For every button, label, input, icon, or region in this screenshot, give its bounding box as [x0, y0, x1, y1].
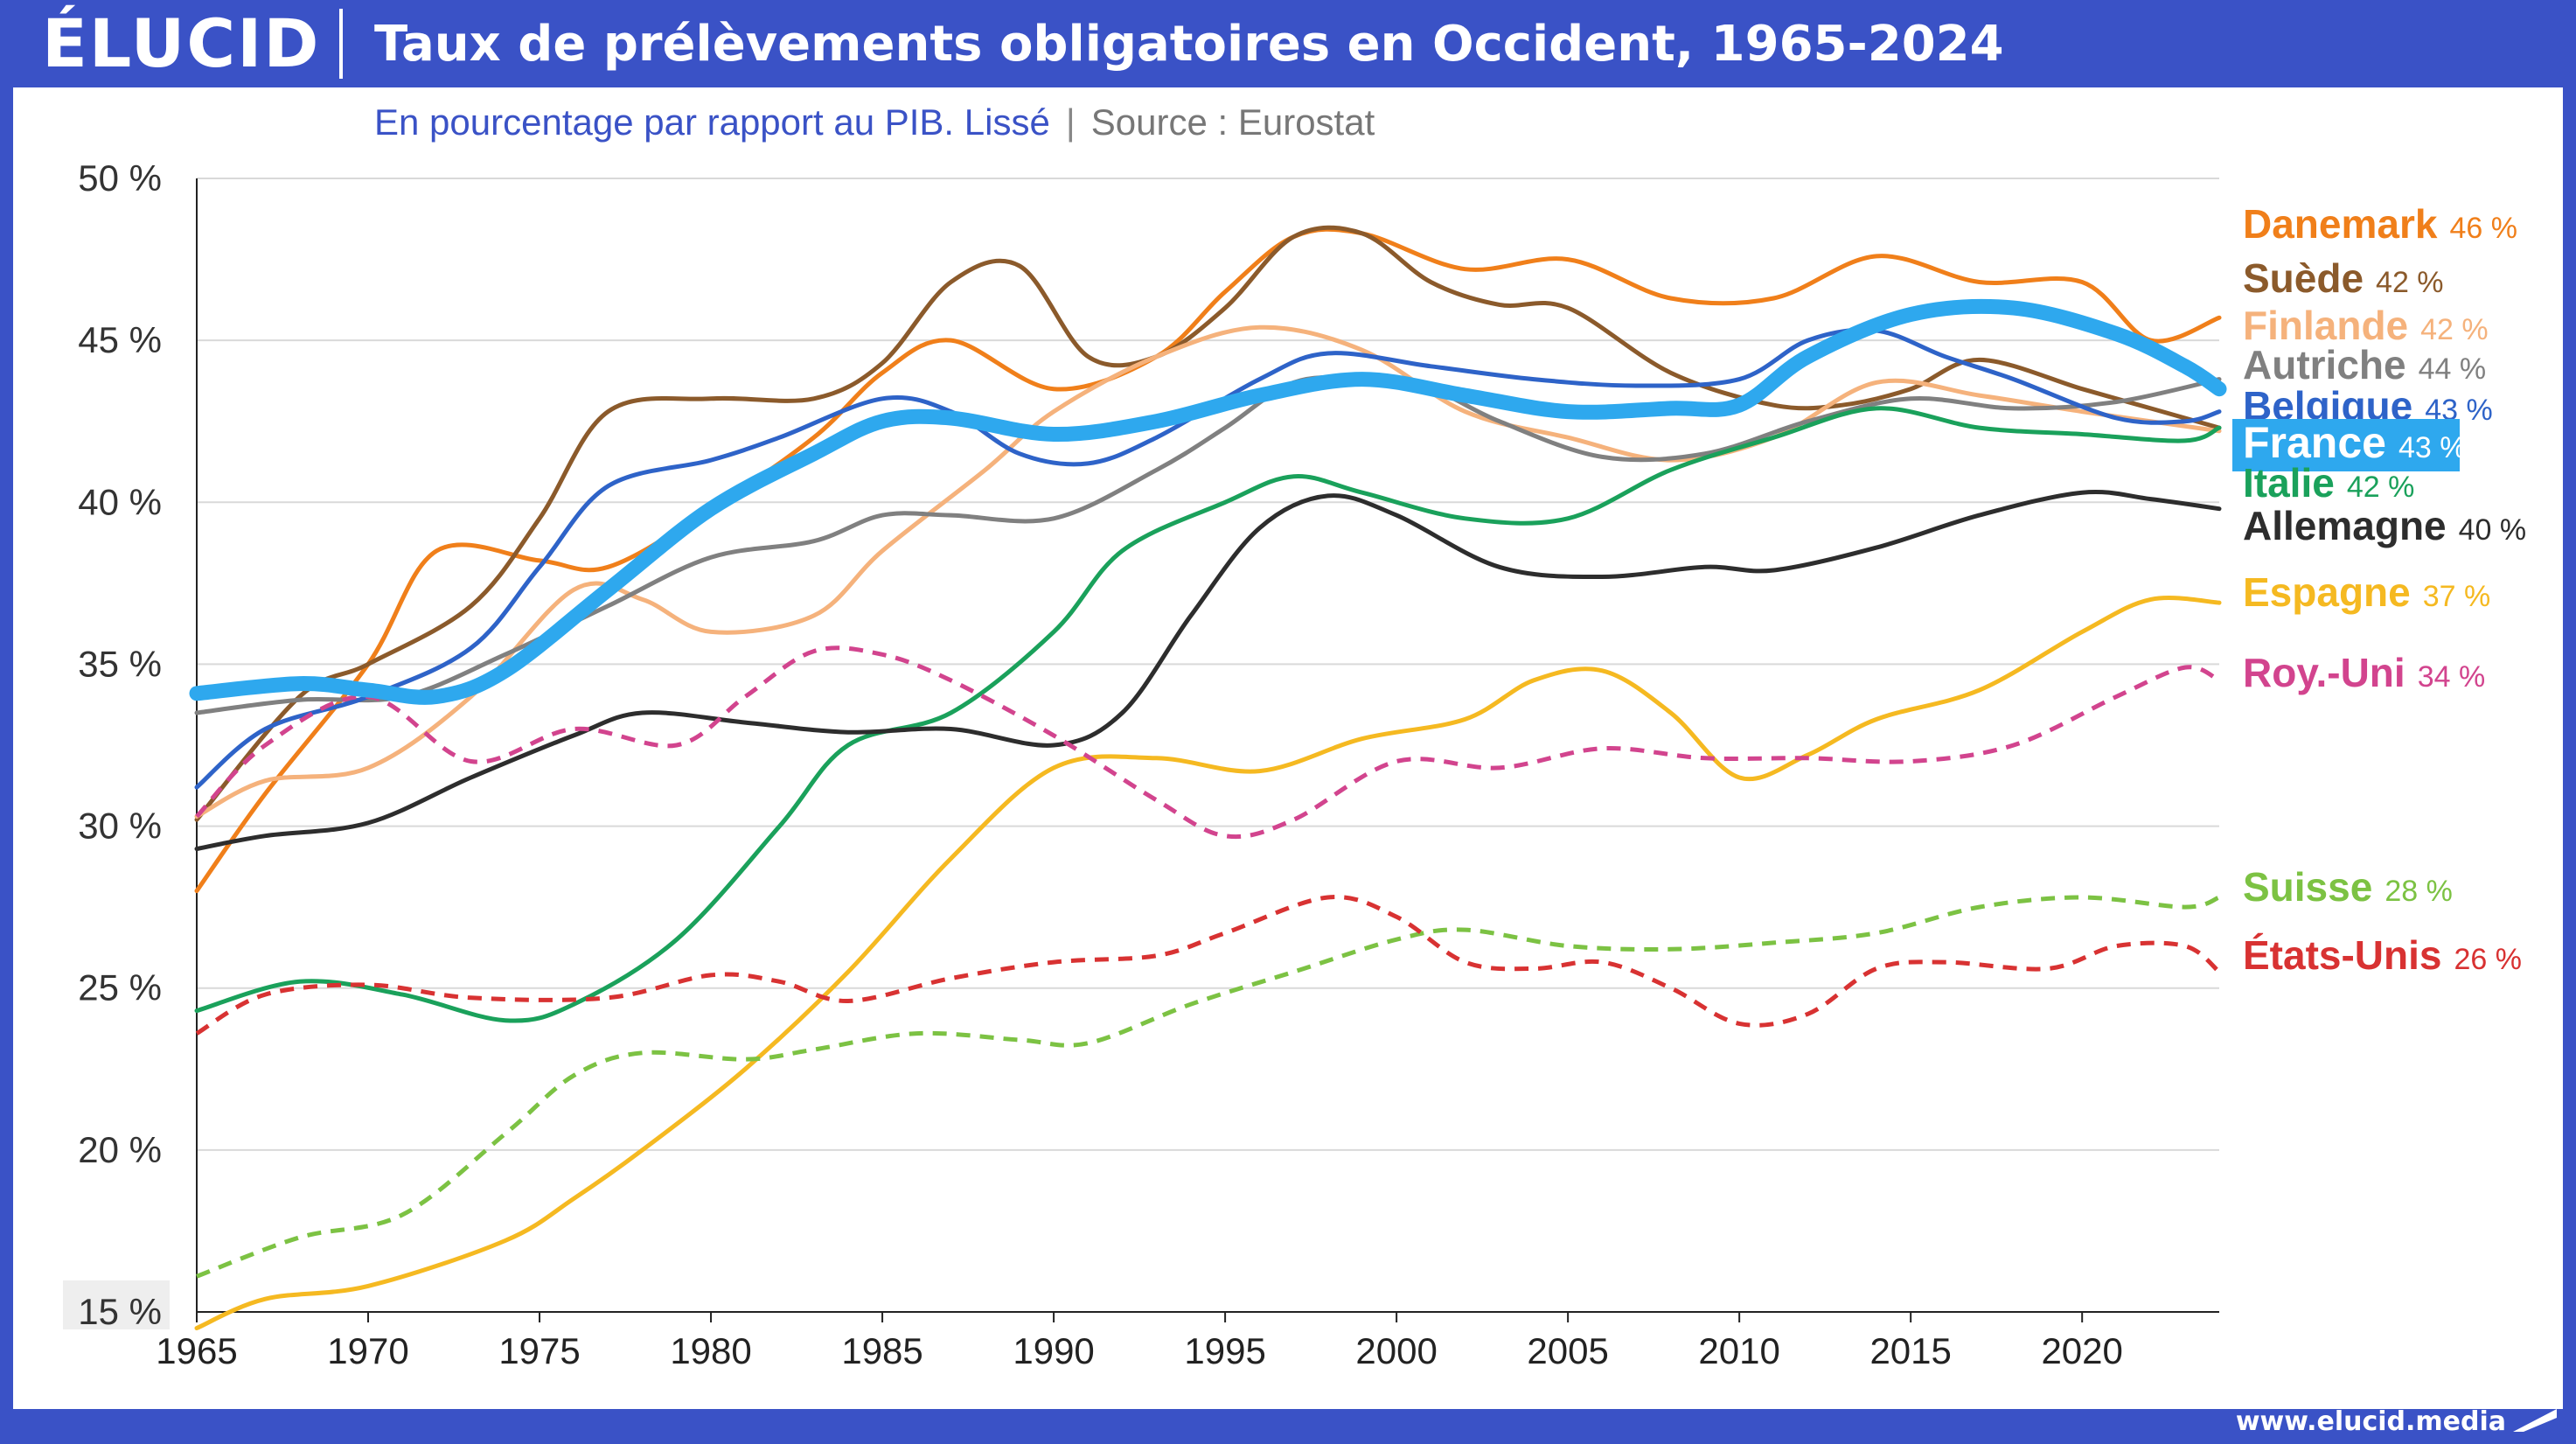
series-line-italie	[194, 406, 2222, 1023]
end-label-sude: Suède 42 %	[2243, 255, 2444, 301]
elucid-mark-icon	[2513, 1409, 2557, 1432]
series-line-suisse	[196, 895, 2220, 1279]
end-label-italie: Italie 42 %	[2243, 460, 2414, 506]
end-label-name: Autriche	[2243, 342, 2406, 387]
chart-subtitle: En pourcentage par rapport au PIB. Lissé…	[374, 96, 1375, 149]
y-tick-label: 45 %	[78, 319, 162, 360]
end-label-name: Finlande	[2243, 303, 2408, 348]
series-end-labels: Danemark 46 %Suède 42 %Finlande 42 %Autrich…	[2232, 201, 2526, 978]
x-tick-label: 1980	[670, 1330, 751, 1371]
end-label-value: 28 %	[2385, 875, 2453, 908]
elucid-logo: ÉLUCID	[42, 4, 321, 82]
end-label-value: 44 %	[2419, 352, 2487, 386]
series-line-royuni	[195, 645, 2221, 840]
end-label-value: 43 %	[2398, 431, 2467, 464]
y-tick-label: 35 %	[78, 643, 162, 684]
series-line-finlande	[194, 324, 2222, 819]
end-label-name: Suisse	[2243, 864, 2372, 910]
end-label-name: Espagne	[2243, 569, 2411, 615]
header-bar: ÉLUCID Taux de prélèvements obligatoires…	[0, 0, 2576, 87]
end-label-suisse: Suisse 28 %	[2243, 864, 2453, 910]
end-label-allemagne: Allemagne 40 %	[2243, 503, 2526, 548]
end-label-value: 42 %	[2376, 266, 2444, 299]
series-line-allemagne	[194, 490, 2222, 851]
series-line-danemark	[194, 227, 2222, 894]
x-tick-label: 2010	[1698, 1330, 1779, 1371]
end-label-value: 46 %	[2449, 212, 2517, 245]
x-tick-label: 2000	[1355, 1330, 1437, 1371]
footer-url[interactable]: www.elucid.media	[2235, 1406, 2506, 1437]
y-tick-label: 30 %	[78, 806, 162, 847]
end-label-name: Roy.-Uni	[2243, 650, 2405, 695]
y-tick-label: 40 %	[78, 481, 162, 522]
x-tick-label: 2020	[2041, 1330, 2122, 1371]
end-label-espagne: Espagne 37 %	[2243, 569, 2490, 615]
series-line-tatsunis	[195, 895, 2221, 1036]
end-label-tatsunis: États-Unis 26 %	[2243, 932, 2522, 978]
end-label-value: 40 %	[2459, 513, 2527, 547]
end-label-value: 34 %	[2418, 660, 2486, 694]
end-label-name: Italie	[2243, 460, 2335, 506]
series-line-france	[189, 298, 2227, 705]
end-label-france: France 43 %	[2243, 418, 2466, 467]
source-text: Source : Eurostat	[1090, 101, 1375, 143]
x-tick-label: 1995	[1184, 1330, 1265, 1371]
series-line-belgique	[194, 327, 2222, 790]
axes: 15 % 20 % 25 % 30 % 35 % 40 % 45 % 50 % 1965 1970…	[63, 157, 2219, 1371]
end-label-name: France	[2243, 418, 2386, 467]
series-lines	[189, 225, 2227, 1330]
subtitle-text: En pourcentage par rapport au PIB. Lissé	[374, 101, 1050, 143]
end-label-name: Danemark	[2243, 201, 2438, 247]
end-label-royuni: Roy.-Uni 34 %	[2243, 650, 2485, 695]
x-tick-label: 1965	[156, 1330, 237, 1371]
x-tick-label: 1985	[841, 1330, 922, 1371]
end-label-name: Allemagne	[2243, 503, 2447, 548]
y-tick-label-bg	[63, 1280, 170, 1329]
end-label-name: Suède	[2243, 255, 2364, 301]
y-tick-label: 20 %	[78, 1129, 162, 1170]
end-label-value: 26 %	[2454, 943, 2522, 976]
logo-divider	[339, 9, 343, 79]
label-highlight-france	[2232, 419, 2460, 471]
series-line-sude	[194, 225, 2222, 822]
chart-title: Taux de prélèvements obligatoires en Occ…	[374, 16, 2004, 73]
x-tick-label: 1990	[1013, 1330, 1094, 1371]
end-label-value: 42 %	[2347, 471, 2415, 504]
series-line-espagne	[194, 596, 2222, 1330]
y-tick-label: 15 %	[78, 1291, 162, 1332]
subtitle-separator: |	[1065, 101, 1076, 143]
end-label-value: 42 %	[2420, 313, 2489, 346]
gridlines	[197, 178, 2219, 1151]
end-label-autriche: Autriche 44 %	[2243, 342, 2486, 387]
y-tick-label: 25 %	[78, 967, 162, 1008]
y-tick-label: 50 %	[78, 157, 162, 199]
x-tick-label: 1970	[327, 1330, 408, 1371]
x-tick-label: 2005	[1527, 1330, 1608, 1371]
series-line-autriche	[194, 375, 2222, 715]
end-label-name: États-Unis	[2243, 932, 2441, 978]
x-tick-label: 2015	[1869, 1330, 1951, 1371]
end-label-finlande: Finlande 42 %	[2243, 303, 2489, 348]
end-label-value: 37 %	[2423, 580, 2491, 613]
x-tick-label: 1975	[498, 1330, 580, 1371]
end-label-danemark: Danemark 46 %	[2243, 201, 2517, 247]
